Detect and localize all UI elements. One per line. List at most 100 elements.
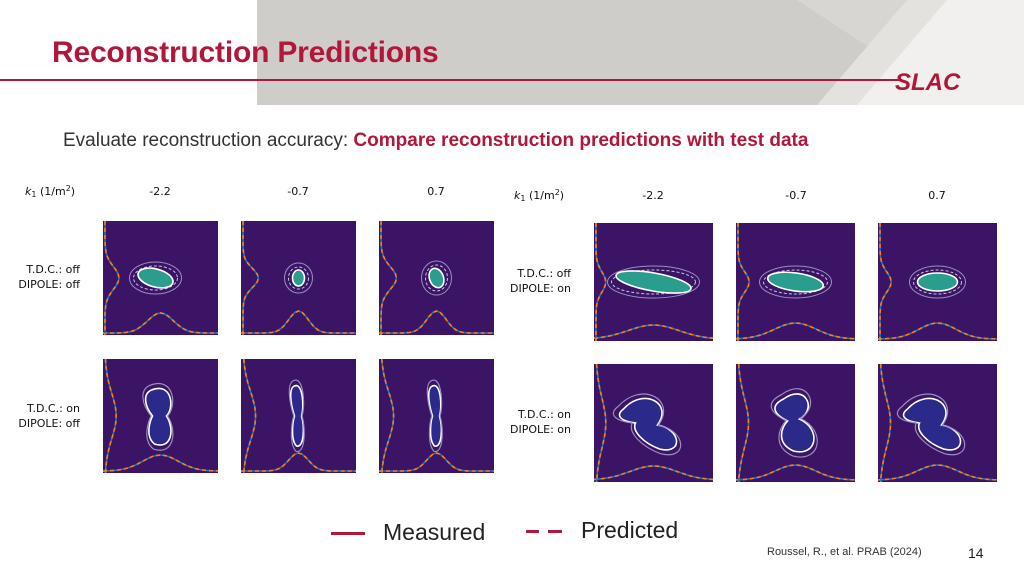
row-label-line1: T.D.C.: on <box>517 408 571 421</box>
panel-grid <box>102 221 494 474</box>
slac-logo: SLAC <box>895 69 961 96</box>
beam-image-panel <box>877 363 998 483</box>
predicted-legend-dashed-line <box>526 530 562 533</box>
measured-projection-x <box>735 322 856 340</box>
row-label-line2: DIPOLE: off <box>18 417 80 430</box>
beam-core <box>427 384 443 447</box>
contour-outer <box>288 379 305 452</box>
predicted-projection-y <box>104 221 120 335</box>
contour-outer <box>142 382 174 451</box>
beam-core <box>289 384 305 447</box>
column-label: -2.2 <box>149 185 170 198</box>
measured-projection-y <box>380 221 398 335</box>
measured-projection-x <box>877 322 998 340</box>
contour-mid <box>913 269 962 295</box>
measured-projection-y <box>879 223 893 341</box>
measured-legend-label: Measured <box>383 519 486 545</box>
contour-mid <box>288 266 309 290</box>
contour-outer <box>612 393 682 456</box>
contour-outer <box>759 265 832 299</box>
predicted-projection-y <box>104 358 118 474</box>
beam-core <box>137 267 174 289</box>
beam-image-panel <box>593 223 714 341</box>
beam-image-panel <box>877 223 998 341</box>
measured-legend-line <box>331 532 365 535</box>
title-underline <box>0 79 900 81</box>
contour-mid <box>611 269 696 295</box>
contour-outer <box>607 265 700 299</box>
predicted-legend-label: Predicted <box>581 517 679 543</box>
header-gray-band <box>257 0 1024 105</box>
measured-projection-y <box>737 223 751 341</box>
predicted-projection-y <box>879 363 892 483</box>
k1-axis-label: k1 (1/m2) <box>514 188 564 203</box>
contour-outer <box>426 379 443 452</box>
slac-logo-text: SLAC <box>895 69 961 96</box>
subtitle-highlight: Compare reconstruction predictions with … <box>353 130 809 151</box>
contour-outer <box>129 261 182 295</box>
beam-image-panel <box>379 221 494 335</box>
predicted-projection-y <box>737 363 750 483</box>
predicted-projection-y <box>243 358 257 474</box>
measured-projection-x <box>593 465 714 481</box>
measured-projection-x <box>593 324 714 339</box>
measured-projection-y <box>242 221 260 335</box>
measured-projection-x <box>735 464 856 481</box>
contour-mid <box>425 264 448 292</box>
row-label-line2: DIPOLE: off <box>18 278 80 291</box>
beam-core <box>774 393 815 453</box>
predicted-projection-x <box>102 454 219 472</box>
row-label-line2: DIPOLE: on <box>510 282 571 295</box>
citation: Roussel, R., et al. PRAB (2024) <box>767 546 922 558</box>
predicted-projection-y <box>381 358 395 474</box>
beam-image-panel <box>241 221 356 335</box>
beam-core <box>902 397 962 451</box>
subtitle-prefix: Evaluate reconstruction accuracy: <box>63 130 354 151</box>
k1-axis-label: k1 (1/m2) <box>25 184 75 199</box>
contour-outer <box>770 388 818 458</box>
beam-image-panel <box>735 223 856 341</box>
row-label-line1: T.D.C.: off <box>516 267 571 280</box>
beam-core <box>615 270 692 294</box>
contour-outer <box>909 265 966 299</box>
beam-core <box>766 271 825 293</box>
panel-grid <box>593 223 998 483</box>
column-label: -0.7 <box>785 189 806 202</box>
beam-core <box>144 387 172 446</box>
predicted-projection-x <box>103 312 218 334</box>
column-label: -2.2 <box>642 189 663 202</box>
contour-outer <box>421 260 452 296</box>
column-label: 0.7 <box>928 189 946 202</box>
subtitle: Evaluate reconstruction accuracy: Compar… <box>63 130 808 152</box>
beam-image-panel <box>593 363 714 483</box>
beam-core <box>291 269 306 287</box>
figure-dipole-on-plot: k1 (1/m2) -2.2 -0.7 0.7 T.D.C.: off DIPO… <box>510 188 998 483</box>
beam-image-panel <box>735 363 856 483</box>
figure-dipole-off: k1 (1/m2) -2.2 -0.7 0.7 T.D.C.: off DIPO… <box>10 176 500 486</box>
beam-image-panel <box>103 221 218 335</box>
contour-outer <box>896 393 966 456</box>
page-number: 14 <box>968 545 984 561</box>
predicted-projection-x <box>379 310 494 334</box>
row-label-line1: T.D.C.: off <box>25 263 80 276</box>
measured-projection-y <box>595 223 607 341</box>
beam-image-panel <box>241 358 356 474</box>
row-label-line2: DIPOLE: on <box>510 423 571 436</box>
beam-image-panel <box>379 358 494 474</box>
figure-dipole-on: k1 (1/m2) -2.2 -0.7 0.7 T.D.C.: off DIPO… <box>500 182 1005 492</box>
beam-core <box>618 397 678 451</box>
figure-dipole-off-plot: k1 (1/m2) -2.2 -0.7 0.7 T.D.C.: off DIPO… <box>18 184 494 474</box>
contour-mid <box>763 269 828 295</box>
slide-title: Reconstruction Predictions <box>52 36 439 69</box>
column-label: -0.7 <box>287 185 308 198</box>
predicted-projection-x <box>241 310 356 334</box>
row-label-line1: T.D.C.: on <box>26 402 80 415</box>
beam-core <box>916 272 959 292</box>
predicted-projection-y <box>595 363 607 483</box>
measured-projection-x <box>877 464 998 481</box>
column-label: 0.7 <box>427 185 445 198</box>
predicted-projection-x <box>379 452 494 472</box>
beam-image-panel <box>102 358 219 474</box>
contour-mid <box>133 265 178 291</box>
